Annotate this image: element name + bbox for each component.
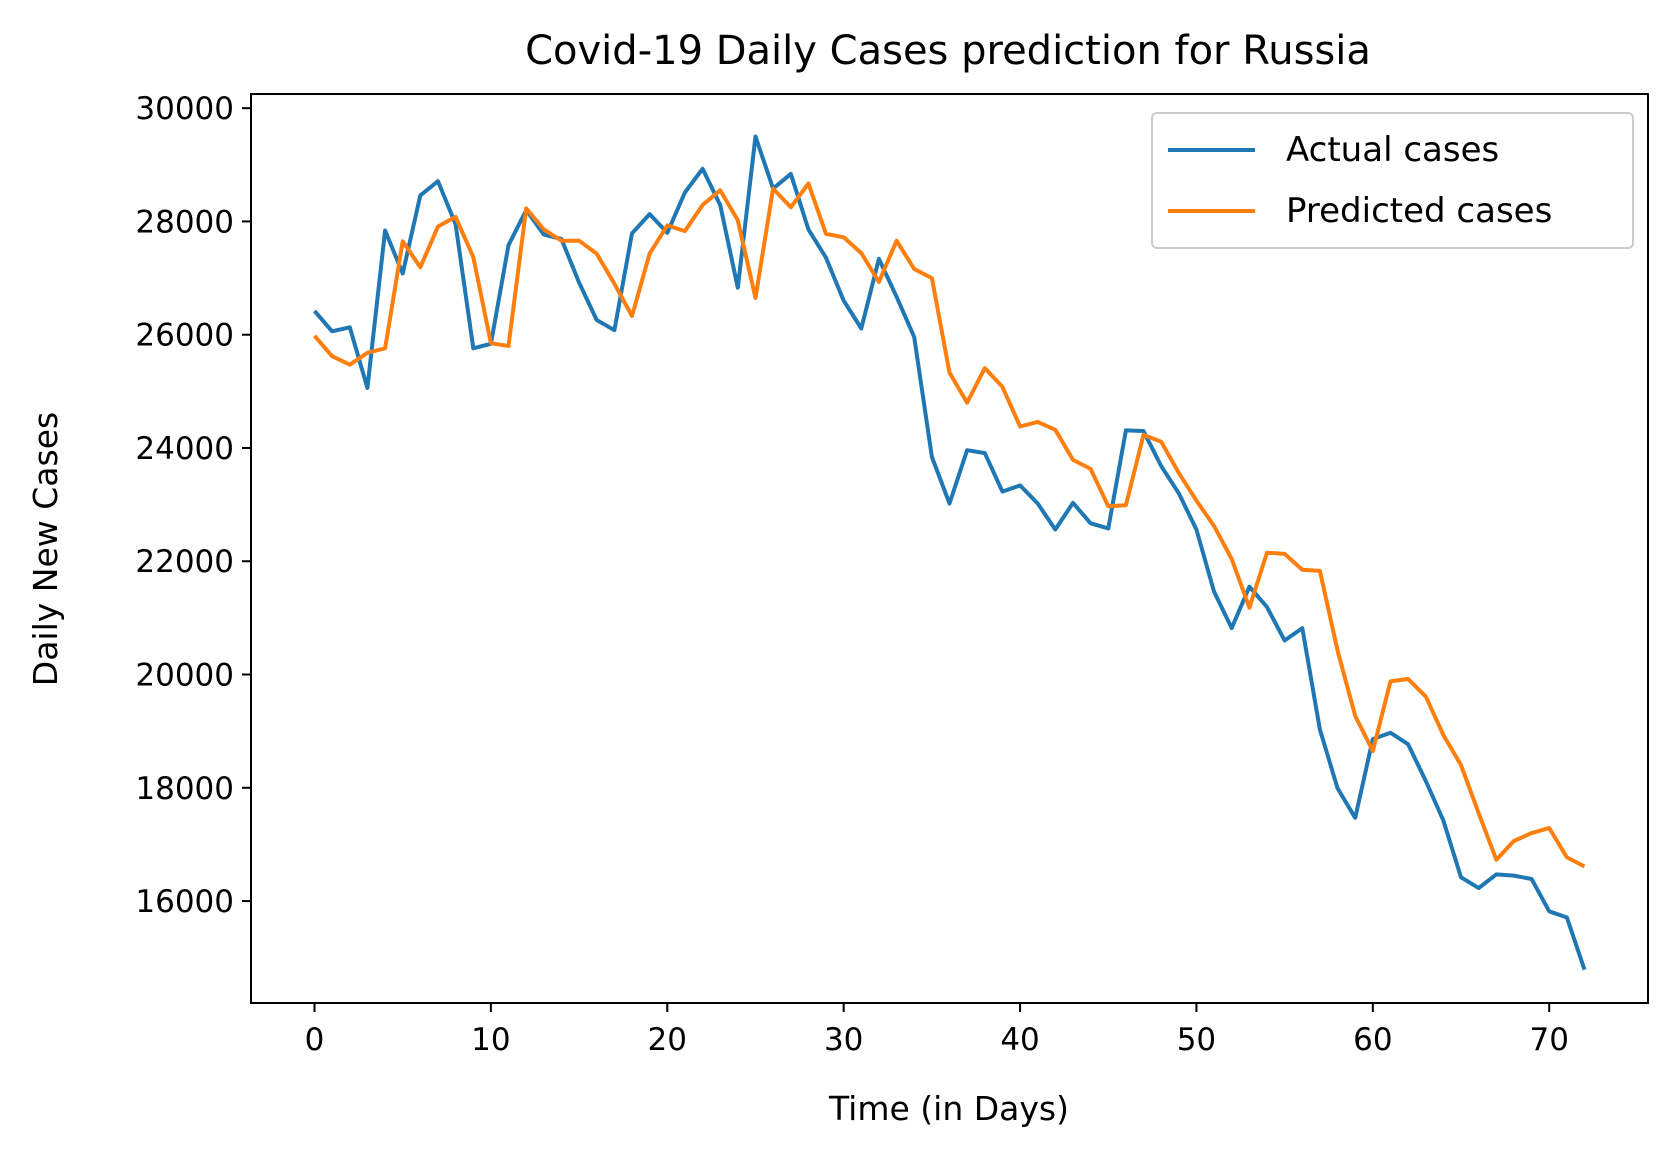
x-axis: 0 10 20 30 40 50 60 70	[305, 1003, 1569, 1058]
y-axis-label: Daily New Cases	[26, 412, 65, 686]
y-tick-label: 26000	[135, 318, 234, 354]
x-tick-label: 50	[1177, 1022, 1216, 1058]
x-tick-label: 40	[1000, 1022, 1039, 1058]
legend: Actual cases Predicted cases	[1151, 112, 1634, 249]
x-tick-label: 20	[648, 1022, 687, 1058]
x-tick-label: 70	[1529, 1022, 1568, 1058]
series-layer	[312, 134, 1587, 971]
y-axis: 16000 18000 20000 22000 24000 26000 28000 30000	[135, 91, 251, 920]
x-tick-label: 30	[824, 1022, 863, 1058]
chart-title: Covid-19 Daily Cases prediction for Russ…	[525, 28, 1371, 74]
y-tick-label: 30000	[135, 91, 234, 127]
series-line-predicted	[312, 181, 1586, 869]
y-tick-label: 24000	[135, 431, 234, 467]
legend-label-actual: Actual cases	[1286, 130, 1499, 170]
x-tick-label: 0	[305, 1022, 325, 1058]
x-tick-label: 10	[471, 1022, 510, 1058]
y-tick-label: 16000	[135, 884, 234, 920]
y-tick-label: 18000	[135, 771, 234, 807]
legend-label-predicted: Predicted cases	[1286, 191, 1552, 231]
y-tick-label: 22000	[135, 544, 234, 580]
legend-box	[1151, 112, 1634, 249]
y-tick-label: 28000	[135, 204, 234, 240]
plot-area-frame	[250, 93, 1649, 1004]
x-tick-label: 60	[1353, 1022, 1392, 1058]
y-tick-label: 20000	[135, 658, 234, 694]
x-axis-label: Time (in Days)	[828, 1089, 1069, 1128]
